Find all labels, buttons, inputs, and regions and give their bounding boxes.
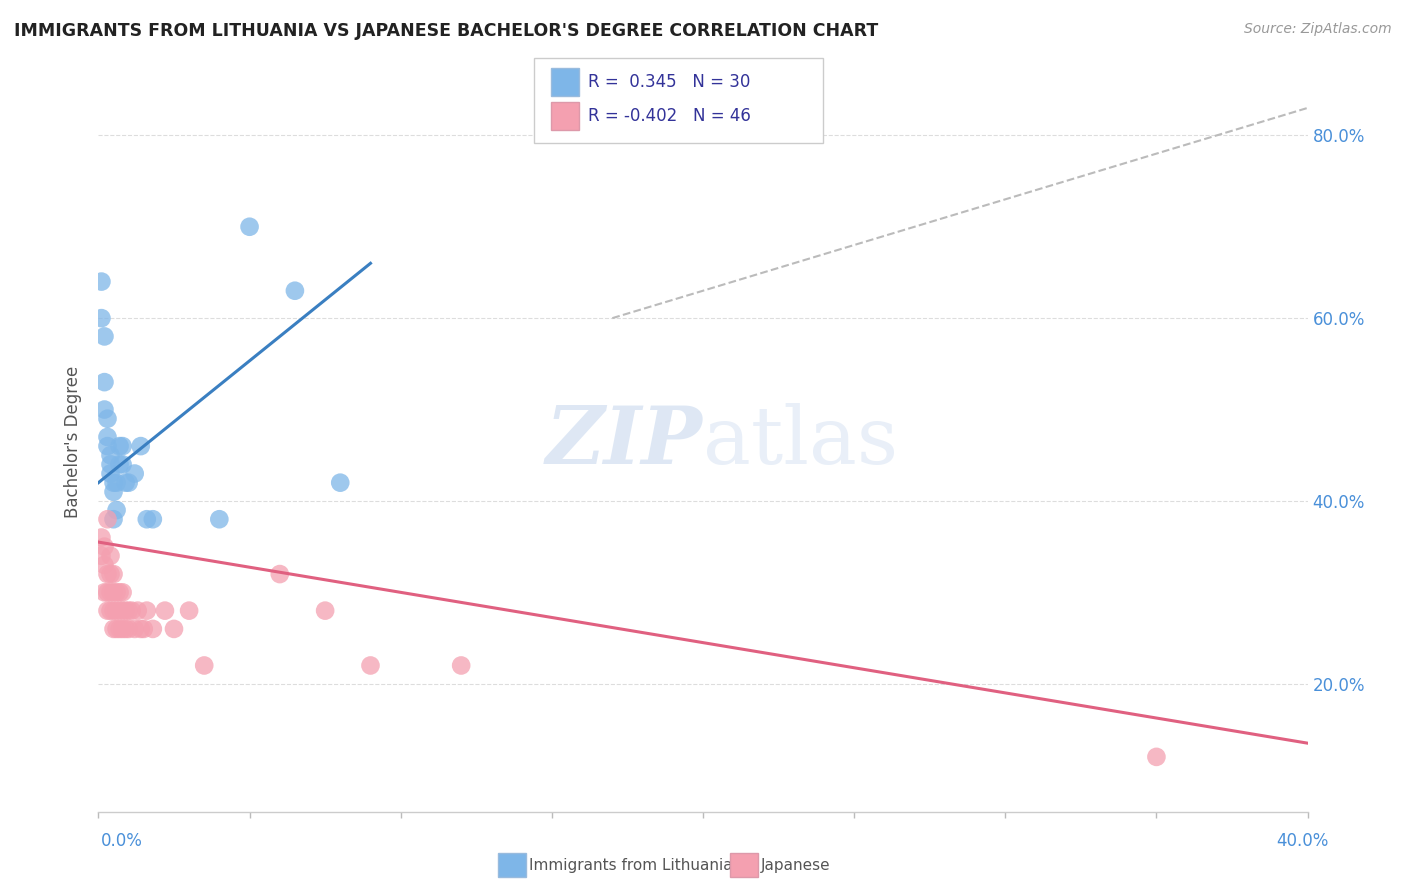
Point	[114, 475, 136, 490]
Y-axis label: Bachelor's Degree: Bachelor's Degree	[65, 366, 83, 517]
Point	[103, 585, 125, 599]
Point	[114, 622, 136, 636]
Point	[93, 540, 115, 554]
Point	[360, 658, 382, 673]
Point	[121, 604, 143, 618]
Point	[129, 439, 152, 453]
Point	[132, 622, 155, 636]
Text: R =  0.345   N = 30: R = 0.345 N = 30	[588, 73, 749, 91]
Point	[111, 439, 134, 453]
Point	[239, 219, 262, 234]
Text: Source: ZipAtlas.com: Source: ZipAtlas.com	[1244, 22, 1392, 37]
Point	[105, 585, 128, 599]
Point	[163, 622, 186, 636]
Point	[103, 567, 125, 582]
Point	[96, 411, 118, 425]
Point	[142, 512, 165, 526]
Point	[103, 512, 125, 526]
Point	[111, 622, 134, 636]
Point	[96, 430, 118, 444]
Point	[135, 604, 157, 618]
Point	[193, 658, 215, 673]
Point	[118, 622, 141, 636]
Point	[93, 329, 115, 343]
Text: Immigrants from Lithuania: Immigrants from Lithuania	[529, 858, 733, 872]
Point	[108, 585, 131, 599]
Point	[100, 549, 122, 563]
Point	[96, 439, 118, 453]
Point	[96, 567, 118, 582]
Point	[105, 622, 128, 636]
Point	[450, 658, 472, 673]
Point	[93, 375, 115, 389]
Text: 40.0%: 40.0%	[1277, 831, 1329, 849]
Point	[103, 475, 125, 490]
Point	[1144, 750, 1167, 764]
Point	[100, 458, 122, 472]
Point	[100, 585, 122, 599]
Point	[127, 604, 149, 618]
Point	[93, 585, 115, 599]
Point	[90, 275, 112, 289]
Point	[108, 458, 131, 472]
Point	[118, 604, 141, 618]
Point	[96, 512, 118, 526]
Point	[142, 622, 165, 636]
Point	[100, 467, 122, 481]
Point	[108, 604, 131, 618]
Text: IMMIGRANTS FROM LITHUANIA VS JAPANESE BACHELOR'S DEGREE CORRELATION CHART: IMMIGRANTS FROM LITHUANIA VS JAPANESE BA…	[14, 22, 879, 40]
Point	[105, 503, 128, 517]
Point	[90, 549, 112, 563]
Point	[111, 585, 134, 599]
Point	[100, 567, 122, 582]
Point	[208, 512, 231, 526]
Point	[108, 439, 131, 453]
Point	[96, 604, 118, 618]
Point	[108, 622, 131, 636]
Point	[100, 448, 122, 462]
Text: Japanese: Japanese	[761, 858, 831, 872]
Point	[105, 604, 128, 618]
Point	[103, 604, 125, 618]
Point	[93, 402, 115, 417]
Point	[269, 567, 291, 582]
Point	[129, 622, 152, 636]
Point	[118, 475, 141, 490]
Point	[103, 484, 125, 499]
Point	[153, 604, 176, 618]
Point	[284, 284, 307, 298]
Text: atlas: atlas	[703, 402, 898, 481]
Text: 0.0%: 0.0%	[101, 831, 143, 849]
Point	[111, 458, 134, 472]
Text: ZIP: ZIP	[546, 403, 703, 480]
Point	[93, 558, 115, 572]
Point	[105, 475, 128, 490]
Point	[114, 604, 136, 618]
Text: R = -0.402   N = 46: R = -0.402 N = 46	[588, 107, 751, 125]
Point	[135, 512, 157, 526]
Point	[90, 311, 112, 326]
Point	[100, 604, 122, 618]
Point	[179, 604, 201, 618]
Point	[124, 467, 146, 481]
Point	[124, 622, 146, 636]
Point	[103, 622, 125, 636]
Point	[314, 604, 336, 618]
Point	[90, 531, 112, 545]
Point	[329, 475, 352, 490]
Point	[96, 585, 118, 599]
Point	[111, 604, 134, 618]
